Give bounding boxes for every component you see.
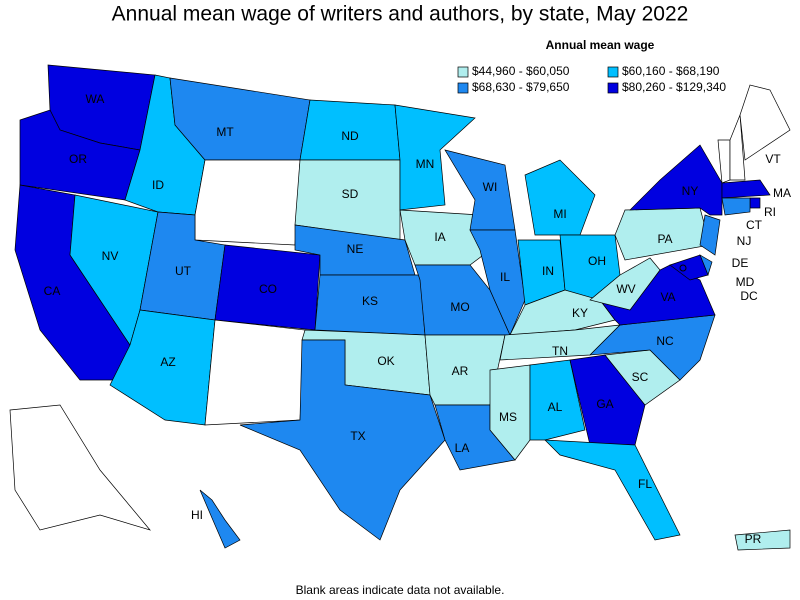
state [589,257,661,311]
state [19,109,141,201]
state-label: WV [616,282,635,296]
state [499,324,621,361]
legend-label: $60,160 - $68,190 [622,64,720,78]
state-label: KY [572,306,588,320]
state-label: PA [657,232,672,246]
state-label: AZ [160,355,175,369]
state [194,159,301,246]
state-label: MA [773,186,791,200]
state-label: ND [341,129,359,143]
state-label: DE [732,256,749,270]
state-label: MS [499,410,517,424]
state-label: NC [656,334,674,348]
state-label: LA [455,441,470,455]
state-label: RI [764,205,776,219]
state-label: TN [552,344,568,358]
state [239,339,446,541]
state-label: MT [216,125,234,139]
legend-label: $44,960 - $60,050 [472,64,570,78]
state-label: SC [632,370,649,384]
state-label: KS [362,294,378,308]
state-label: CA [44,284,61,298]
state [721,179,771,199]
state-label: AR [452,364,469,378]
legend-label: $68,630 - $79,650 [472,80,570,94]
state-label: DC [740,289,758,303]
state-label: MI [553,207,566,221]
state-label: FL [638,477,652,491]
state-label: WA [86,92,105,106]
state [739,84,791,161]
legend-title: Annual mean wage [546,38,655,52]
state [204,319,306,426]
state [717,139,731,184]
state [524,159,596,236]
state-label: IA [434,230,445,244]
state-label: NY [682,184,699,198]
state-label: NJ [737,234,752,248]
state-label: OH [588,254,606,268]
footnote: Blank areas indicate data not available. [296,583,505,597]
state-label: SD [342,187,359,201]
state [729,114,746,181]
state-label: OR [69,152,87,166]
state-label: ID [152,178,164,192]
state-label: CO [259,282,277,296]
state-label: IL [500,270,510,284]
state [749,197,761,209]
state-label: MO [450,300,469,314]
state-label: CT [746,218,763,232]
legend-swatch [457,66,469,78]
state [669,254,709,281]
state [629,144,723,216]
state [679,264,687,272]
state [199,489,241,549]
state-label: VA [660,290,675,304]
state [529,359,586,441]
state [489,364,531,461]
map-title: Annual mean wage of writers and authors,… [112,3,689,26]
state-label: IN [542,264,554,278]
state-label: NV [102,249,119,263]
legend-label: $80,260 - $129,340 [622,80,726,94]
state-label: UT [175,264,192,278]
state-label: OK [377,354,394,368]
state-label: HI [191,508,203,522]
state-label: PR [745,532,762,546]
state [569,354,646,446]
state [699,214,721,256]
state [734,529,791,551]
state [721,197,751,216]
state-label: MN [416,157,435,171]
state [394,104,476,211]
legend-swatch [607,82,619,94]
legend-swatch [457,82,469,94]
legend: $44,960 - $60,050 $60,160 - $68,190 $68,63… [457,64,726,94]
state [9,404,152,531]
state-label: NE [347,242,364,256]
state-label: MD [736,275,755,289]
states: WA OR CA NV ID MT UT AZ CO ND SD NE KS OK TX MN IA MO AR LA… [9,64,791,551]
state-label: AL [548,400,563,414]
state-label: VT [765,152,781,166]
state-label: GA [596,397,613,411]
state-label: WI [483,180,498,194]
legend-swatch [607,66,619,78]
state [544,439,681,541]
state-label: TX [350,429,365,443]
